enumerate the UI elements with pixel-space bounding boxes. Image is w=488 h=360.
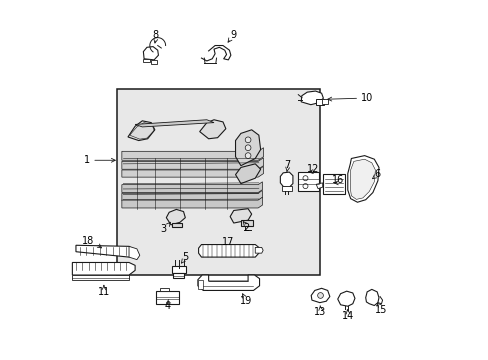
Polygon shape [255, 247, 263, 253]
Text: 15: 15 [374, 305, 387, 315]
Polygon shape [365, 289, 378, 306]
Text: 7: 7 [284, 160, 290, 170]
Polygon shape [198, 275, 259, 291]
Polygon shape [122, 182, 262, 193]
Bar [321, 99, 327, 104]
Bar [143, 59, 149, 62]
Bar [151, 60, 157, 64]
Polygon shape [72, 262, 135, 275]
Text: 13: 13 [314, 307, 326, 317]
Polygon shape [198, 244, 258, 257]
Text: 9: 9 [229, 30, 236, 40]
Circle shape [244, 145, 250, 150]
Text: 8: 8 [153, 30, 159, 40]
Polygon shape [235, 130, 260, 166]
Polygon shape [199, 120, 225, 139]
Text: 11: 11 [98, 287, 110, 297]
Text: 17: 17 [222, 237, 234, 247]
Polygon shape [72, 275, 129, 280]
Polygon shape [235, 164, 260, 184]
Bar [172, 266, 186, 273]
Polygon shape [347, 156, 378, 202]
Text: 5: 5 [182, 252, 188, 262]
Polygon shape [310, 288, 329, 303]
Bar [297, 172, 319, 191]
Bar [172, 223, 182, 227]
Polygon shape [337, 291, 354, 306]
Polygon shape [122, 197, 262, 208]
Polygon shape [129, 246, 140, 260]
Polygon shape [122, 166, 263, 177]
Bar [173, 273, 184, 278]
Polygon shape [135, 120, 214, 127]
Text: 10: 10 [360, 93, 372, 103]
Text: 6: 6 [373, 168, 380, 179]
Text: 12: 12 [306, 163, 319, 174]
Bar [155, 291, 179, 304]
Bar [117, 89, 319, 275]
Polygon shape [166, 210, 185, 225]
Polygon shape [280, 172, 292, 187]
Polygon shape [122, 190, 262, 201]
Polygon shape [76, 245, 134, 257]
Polygon shape [349, 159, 375, 199]
Polygon shape [128, 121, 155, 140]
Bar [316, 99, 324, 105]
Text: 18: 18 [81, 236, 94, 246]
Polygon shape [143, 46, 158, 60]
Bar [241, 220, 253, 226]
Polygon shape [122, 148, 263, 160]
Text: 16: 16 [331, 175, 343, 185]
Polygon shape [230, 209, 251, 223]
Polygon shape [122, 158, 263, 169]
Text: 19: 19 [240, 296, 252, 306]
Bar [198, 280, 203, 289]
Polygon shape [301, 91, 323, 105]
Bar [282, 186, 292, 192]
Bar [160, 288, 169, 291]
Text: 2: 2 [243, 224, 249, 233]
Text: 4: 4 [164, 301, 170, 311]
Polygon shape [316, 183, 322, 189]
Circle shape [244, 137, 250, 143]
Text: 1: 1 [83, 155, 90, 165]
Text: 3: 3 [160, 225, 166, 234]
Circle shape [244, 153, 250, 158]
Bar [322, 174, 344, 194]
Text: 14: 14 [342, 311, 354, 320]
Circle shape [317, 293, 323, 298]
